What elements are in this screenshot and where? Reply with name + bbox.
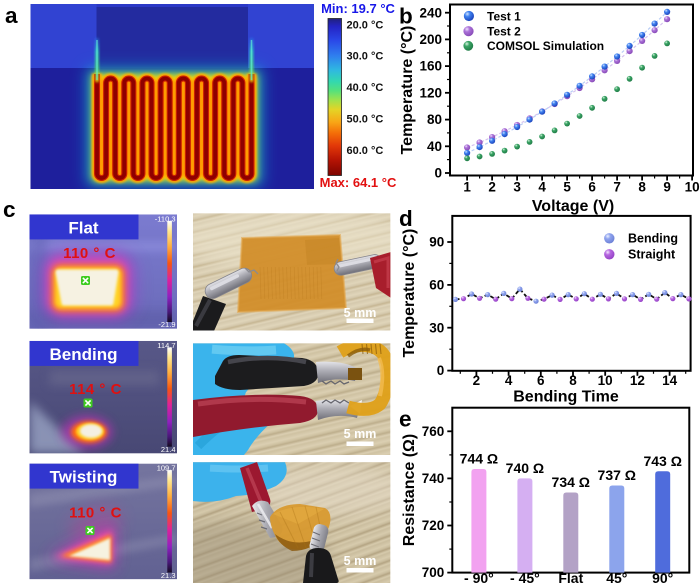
svg-text:b: b: [399, 4, 413, 29]
svg-text:740 Ω: 740 Ω: [506, 460, 544, 476]
svg-text:14: 14: [662, 373, 678, 388]
svg-text:6: 6: [588, 180, 596, 195]
svg-text:-110.3: -110.3: [155, 214, 176, 223]
svg-text:Max: 64.1 °C: Max: 64.1 °C: [320, 175, 397, 190]
svg-text:21.3: 21.3: [161, 571, 176, 580]
svg-text:114.7: 114.7: [157, 341, 175, 350]
svg-text:Flat: Flat: [68, 218, 99, 237]
svg-text:COMSOL Simulation: COMSOL Simulation: [487, 39, 604, 53]
svg-text:45°: 45°: [606, 570, 627, 586]
svg-text:12: 12: [630, 373, 645, 388]
svg-text:80: 80: [427, 112, 442, 127]
svg-text:120: 120: [419, 85, 442, 100]
svg-text:0: 0: [437, 363, 445, 378]
svg-text:200: 200: [419, 32, 442, 47]
svg-text:-21.9: -21.9: [158, 320, 175, 329]
svg-text:10: 10: [685, 180, 700, 195]
svg-text:720: 720: [422, 518, 445, 533]
svg-text:40.0 °C: 40.0 °C: [347, 82, 384, 94]
svg-text:740: 740: [422, 471, 445, 486]
svg-text:- 90°: - 90°: [464, 570, 494, 586]
svg-text:700: 700: [422, 565, 445, 580]
svg-text:60: 60: [429, 278, 444, 293]
svg-text:30: 30: [429, 320, 444, 335]
svg-text:a: a: [5, 3, 18, 28]
svg-text:3: 3: [513, 180, 521, 195]
svg-text:d: d: [399, 206, 413, 231]
svg-text:744 Ω: 744 Ω: [460, 451, 498, 467]
svg-text:734 Ω: 734 Ω: [552, 474, 590, 490]
svg-text:5 mm: 5 mm: [344, 554, 377, 568]
svg-text:9: 9: [663, 180, 671, 195]
svg-text:Straight: Straight: [628, 248, 676, 262]
svg-text:114 ° C: 114 ° C: [69, 381, 122, 398]
svg-text:Voltage (V): Voltage (V): [532, 198, 614, 215]
svg-text:90: 90: [429, 235, 444, 250]
svg-text:Temperature (°C): Temperature (°C): [401, 229, 418, 358]
svg-text:10: 10: [598, 373, 613, 388]
svg-text:7: 7: [613, 180, 621, 195]
svg-text:8: 8: [569, 373, 577, 388]
svg-text:Bending: Bending: [628, 232, 678, 246]
svg-text:2: 2: [488, 180, 496, 195]
svg-text:240: 240: [419, 5, 442, 20]
svg-text:8: 8: [638, 180, 646, 195]
svg-text:90°: 90°: [652, 570, 673, 586]
svg-text:Test 1: Test 1: [487, 9, 521, 23]
svg-text:5: 5: [563, 180, 571, 195]
svg-text:Test 2: Test 2: [487, 25, 521, 39]
svg-text:Temperature (°C): Temperature (°C): [399, 26, 416, 155]
svg-text:Bending Time: Bending Time: [513, 389, 619, 406]
svg-text:20.0 °C: 20.0 °C: [347, 19, 384, 31]
svg-text:743 Ω: 743 Ω: [643, 453, 681, 469]
svg-text:e: e: [399, 407, 412, 432]
svg-text:60.0 °C: 60.0 °C: [347, 145, 384, 157]
svg-text:4: 4: [505, 373, 513, 388]
svg-text:110 ° C: 110 ° C: [69, 505, 122, 522]
svg-text:Resistance (Ω): Resistance (Ω): [401, 434, 418, 546]
svg-text:Min: 19.7 °C: Min: 19.7 °C: [321, 1, 395, 16]
svg-text:110 ° C: 110 ° C: [63, 245, 116, 262]
svg-text:5 mm: 5 mm: [344, 306, 377, 320]
svg-text:Twisting: Twisting: [50, 468, 118, 487]
svg-text:5 mm: 5 mm: [344, 427, 377, 441]
svg-text:50.0 °C: 50.0 °C: [347, 114, 384, 126]
svg-text:109.7: 109.7: [157, 464, 176, 473]
svg-text:4: 4: [538, 180, 546, 195]
svg-text:2: 2: [473, 373, 481, 388]
svg-text:0: 0: [434, 166, 442, 181]
svg-text:Flat: Flat: [558, 570, 583, 586]
svg-text:737 Ω: 737 Ω: [598, 467, 636, 483]
svg-text:30.0 °C: 30.0 °C: [347, 51, 384, 63]
svg-text:40: 40: [427, 139, 442, 154]
svg-text:760: 760: [422, 424, 445, 439]
svg-text:c: c: [3, 197, 16, 222]
svg-text:6: 6: [537, 373, 545, 388]
svg-text:21.4: 21.4: [161, 445, 176, 454]
svg-text:160: 160: [419, 59, 442, 74]
svg-text:Bending: Bending: [50, 345, 118, 364]
svg-text:1: 1: [463, 180, 471, 195]
svg-text:- 45°: - 45°: [510, 570, 540, 586]
